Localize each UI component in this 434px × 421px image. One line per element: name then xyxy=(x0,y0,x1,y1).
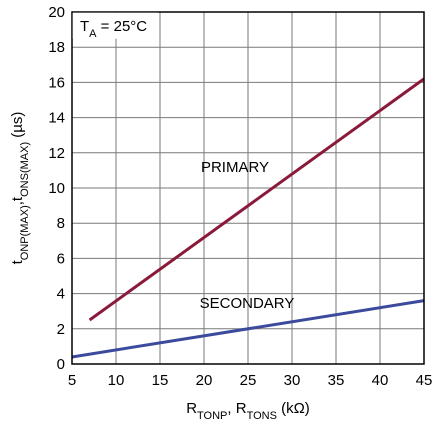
series-line-secondary xyxy=(71,299,425,359)
plot-frame xyxy=(71,11,425,365)
y-tick-label: 0 xyxy=(57,356,65,373)
x-tick-label: 45 xyxy=(416,372,433,389)
grid xyxy=(71,11,425,365)
x-tick-label: 40 xyxy=(372,372,389,389)
y-axis-label: tONP(MAX),tONS(MAX) (µs) xyxy=(9,112,31,265)
y-tick-labels: 0 2 4 6 8 10 12 14 16 18 20 xyxy=(48,4,65,373)
y-tick-label: 14 xyxy=(48,110,65,127)
x-tick-label: 10 xyxy=(108,372,125,389)
x-tick-label: 5 xyxy=(68,372,76,389)
series-label-primary: PRIMARY xyxy=(201,159,269,176)
x-tick-label: 15 xyxy=(152,372,169,389)
x-tick-label: 25 xyxy=(240,372,257,389)
x-axis-label: RTONP, RTONS (kΩ) xyxy=(186,400,310,421)
series-labels: PRIMARY SECONDARY xyxy=(200,159,295,312)
y-tick-label: 16 xyxy=(48,74,65,91)
y-tick-label: 20 xyxy=(48,4,65,21)
x-tick-label: 30 xyxy=(284,372,301,389)
temperature-annotation: TA = 25°C xyxy=(80,18,147,40)
annotation-box xyxy=(72,12,158,39)
y-tick-label: 6 xyxy=(57,250,65,267)
y-tick-label: 8 xyxy=(57,215,65,232)
series-lines xyxy=(71,77,425,359)
y-tick-label: 2 xyxy=(57,321,65,338)
y-tick-label: 12 xyxy=(48,145,65,162)
series-label-secondary: SECONDARY xyxy=(200,295,295,312)
x-tick-labels: 5 10 15 20 25 30 35 40 45 xyxy=(68,372,433,389)
x-tick-label: 35 xyxy=(328,372,345,389)
y-tick-label: 4 xyxy=(57,286,65,303)
y-tick-label: 18 xyxy=(48,39,65,56)
y-tick-label: 10 xyxy=(48,180,65,197)
series-line-primary xyxy=(88,77,425,322)
x-tick-label: 20 xyxy=(196,372,213,389)
